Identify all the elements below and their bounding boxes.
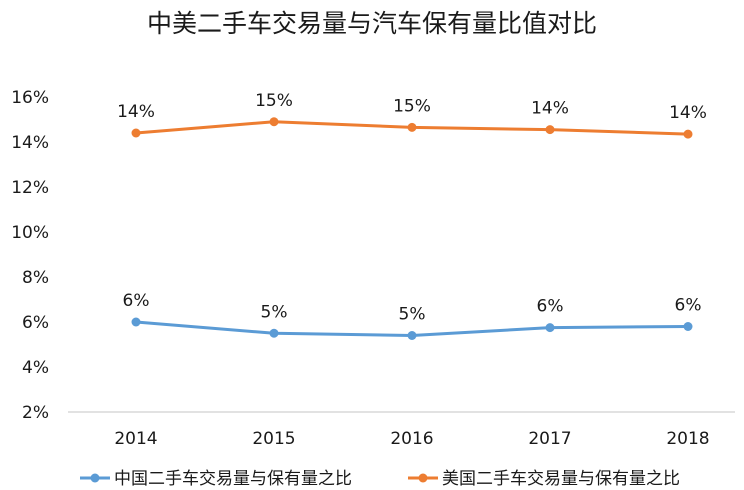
data-label: 5% — [399, 305, 426, 325]
data-label: 15% — [393, 96, 431, 116]
data-point — [683, 129, 693, 139]
data-point — [683, 322, 693, 331]
data-point — [131, 128, 141, 138]
y-tick-label: 8% — [22, 268, 49, 288]
data-point — [407, 331, 417, 340]
x-tick-label: 2015 — [252, 429, 295, 449]
data-label: 14% — [117, 102, 155, 122]
data-point — [269, 117, 279, 127]
data-point — [545, 323, 555, 333]
data-label: 14% — [669, 103, 707, 123]
series-layer: 6% 5% 5% 6% 6% 14% 15% 15% 14% 14% — [117, 91, 707, 340]
series-1: 6% 5% 5% 6% 6% — [123, 291, 702, 340]
x-tick-label: 2018 — [666, 429, 709, 449]
y-tick-label: 16% — [11, 88, 49, 108]
data-label: 6% — [537, 297, 564, 317]
series-2: 14% 15% 15% 14% 14% — [117, 91, 707, 139]
data-point — [545, 125, 555, 135]
y-tick-label: 6% — [22, 313, 49, 333]
legend-marker-icon — [418, 473, 428, 483]
legend: 中国二手车交易量与保有量之比 美国二手车交易量与保有量之比 — [80, 469, 680, 489]
data-point — [131, 317, 141, 327]
data-point — [269, 328, 279, 338]
data-point — [407, 122, 417, 132]
x-tick-label: 2017 — [528, 429, 571, 449]
x-axis: 2014 2015 2016 2017 2018 — [114, 429, 709, 449]
chart-title: 中美二手车交易量与汽车保有量比值对比 — [147, 9, 597, 38]
data-label: 6% — [675, 296, 702, 316]
y-axis: 2% 4% 6% 8% 10% 12% 14% 16% — [11, 88, 49, 423]
data-label: 5% — [261, 302, 288, 322]
data-label: 6% — [123, 291, 150, 311]
legend-label: 美国二手车交易量与保有量之比 — [442, 469, 680, 489]
legend-marker-icon — [90, 473, 100, 483]
y-tick-label: 2% — [22, 403, 49, 423]
legend-label: 中国二手车交易量与保有量之比 — [114, 469, 352, 489]
data-label: 15% — [255, 91, 293, 111]
x-tick-label: 2016 — [390, 429, 433, 449]
y-tick-label: 12% — [11, 178, 49, 198]
y-tick-label: 10% — [11, 223, 49, 243]
x-tick-label: 2014 — [114, 429, 157, 449]
legend-item: 美国二手车交易量与保有量之比 — [408, 469, 680, 489]
legend-item: 中国二手车交易量与保有量之比 — [80, 469, 352, 489]
data-label: 14% — [531, 99, 569, 119]
y-tick-label: 14% — [11, 133, 49, 153]
y-tick-label: 4% — [22, 358, 49, 378]
